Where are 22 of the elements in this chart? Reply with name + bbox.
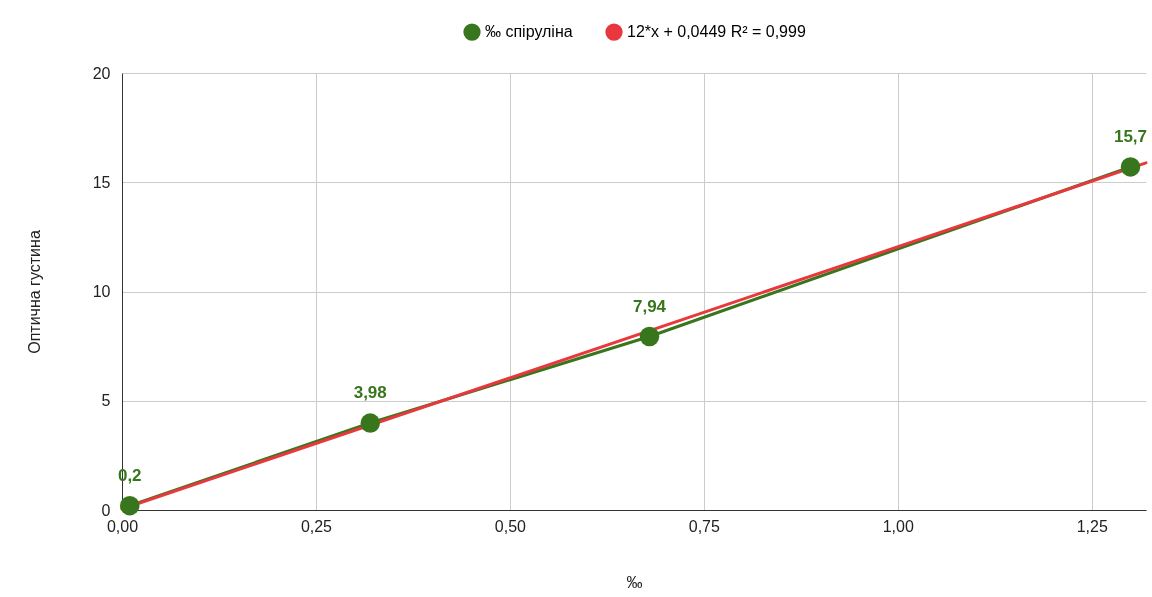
- y-tick-label: 0: [101, 501, 111, 519]
- y-tick-label: 10: [92, 283, 111, 300]
- x-tick-label: 1,25: [1076, 517, 1108, 535]
- x-tick-label: 0,25: [300, 517, 333, 535]
- point: [120, 495, 140, 516]
- point: [360, 413, 380, 433]
- data-label: 15,7: [1113, 126, 1148, 146]
- point: [1120, 157, 1141, 177]
- x-tick-label: 0,00: [106, 517, 139, 535]
- y-axis-title: Оптична густина: [25, 230, 43, 354]
- y-tick-label: 20: [92, 64, 111, 82]
- data-label: 3,98: [353, 383, 387, 403]
- data-label: 7,94: [632, 296, 667, 316]
- x-axis-title: ‰: [626, 573, 643, 591]
- y-tick-label: 5: [101, 392, 111, 410]
- y-tick-label: 15: [92, 173, 111, 191]
- x-tick-label: 0,75: [688, 517, 720, 535]
- x-tick-label: 0,50: [494, 517, 527, 535]
- x-tick-label: 1,00: [882, 517, 914, 535]
- legend-label: ‰ спіруліна: [485, 23, 573, 41]
- legend-label: 12*x + 0,0449 R² = 0,999: [627, 23, 806, 41]
- point: [639, 326, 660, 347]
